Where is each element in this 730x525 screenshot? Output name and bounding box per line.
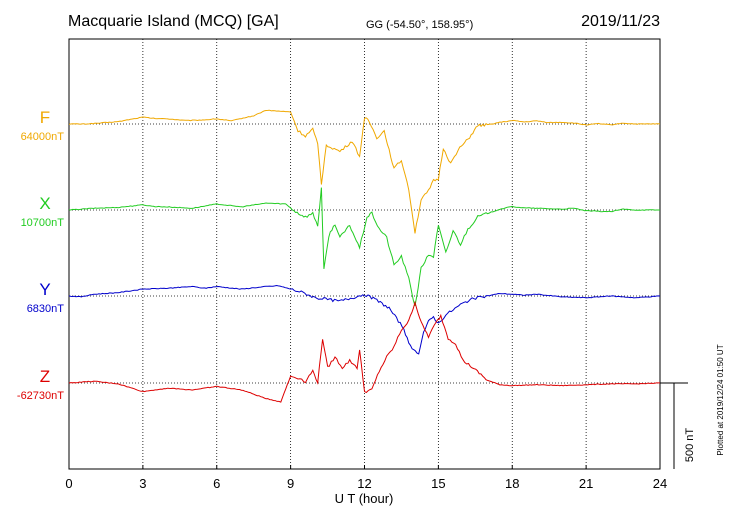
x-axis-label: U T (hour)	[335, 491, 394, 506]
plotted-note: Plotted at 2019/12/24 01:50 UT	[716, 344, 725, 455]
scale-bar: 500 nT	[660, 382, 696, 469]
baseline-value-x: 10700nT	[21, 217, 65, 229]
station-title: Macquarie Island (MCQ) [GA]	[68, 13, 279, 30]
component-label-z: Z	[40, 367, 50, 386]
scale-bar-label: 500 nT	[684, 428, 696, 463]
trace-z	[68, 300, 661, 403]
x-tick-label: 9	[287, 476, 294, 491]
coordinates-label: GG (-54.50°, 158.95°)	[366, 19, 473, 31]
baseline-value-z: -62730nT	[17, 390, 64, 402]
x-tick-label: 12	[357, 476, 371, 491]
trace-y	[68, 284, 661, 355]
x-tick-label: 18	[505, 476, 519, 491]
traces	[68, 109, 661, 403]
x-tick-label: 0	[65, 476, 72, 491]
trace-x	[68, 187, 660, 306]
x-tick-label: 21	[579, 476, 593, 491]
x-tick-label: 3	[139, 476, 146, 491]
component-label-x: X	[39, 194, 50, 213]
x-tick-label: 6	[213, 476, 220, 491]
component-label-f: F	[40, 108, 50, 127]
baselines	[69, 123, 660, 384]
date-label: 2019/11/23	[581, 13, 660, 30]
grid	[142, 39, 587, 469]
baseline-value-f: 64000nT	[21, 131, 65, 143]
x-tick-label: 24	[653, 476, 667, 491]
x-axis-ticks: 0 3 6 9 12 15 18 21 24	[65, 465, 667, 491]
series-labels: F 64000nT X 10700nT Y 6830nT Z -62730nT	[17, 108, 64, 402]
trace-f	[68, 109, 661, 234]
x-tick-label: 15	[431, 476, 445, 491]
baseline-value-y: 6830nT	[27, 303, 65, 315]
plot-frame	[68, 38, 661, 470]
component-label-y: Y	[39, 280, 50, 299]
